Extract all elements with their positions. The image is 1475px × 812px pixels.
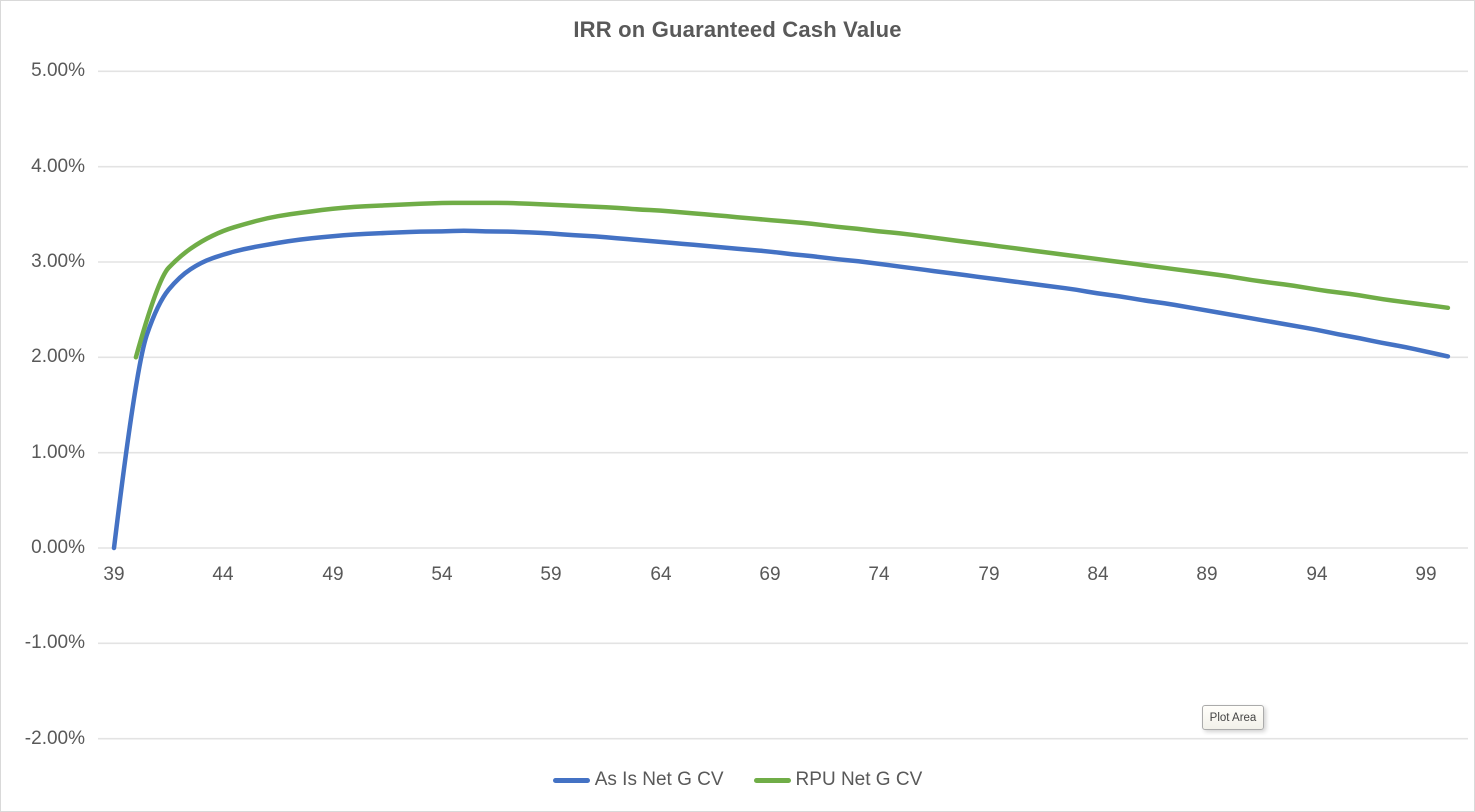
legend: As Is Net G CV RPU Net G CV [1, 769, 1474, 791]
x-tick-label: 54 [431, 564, 453, 585]
legend-label: As Is Net G CV [594, 769, 724, 790]
x-tick-label: 59 [540, 564, 562, 585]
plot-area-tooltip: Plot Area [1202, 705, 1264, 730]
legend-marker-icon [552, 777, 590, 783]
x-tick-label: 44 [212, 564, 234, 585]
x-tick-label: 89 [1196, 564, 1218, 585]
x-tick-label: 79 [978, 564, 1000, 585]
y-tick-label: 4.00% [31, 156, 85, 177]
series-line-rpu-net-g-cv[interactable] [133, 200, 1451, 360]
chart-title: IRR on Guaranteed Cash Value [573, 17, 902, 42]
legend-marker-icon [753, 777, 791, 783]
x-tick-label: 69 [759, 564, 781, 585]
y-tick-label: -1.00% [24, 632, 85, 653]
x-tick-label: 39 [103, 564, 125, 585]
x-tick-label: 64 [650, 564, 672, 585]
legend-item-as-is-net-g-cv[interactable]: As Is Net G CV [552, 769, 724, 791]
y-tick-label: 2.00% [31, 346, 85, 367]
x-tick-label: 49 [322, 564, 344, 585]
x-tick-label: 84 [1087, 564, 1109, 585]
y-tick-label: 1.00% [31, 442, 85, 463]
plot-area-tooltip-label: Plot Area [1209, 711, 1257, 724]
y-tick-label: 3.00% [31, 251, 85, 272]
legend-item-rpu-net-g-cv[interactable]: RPU Net G CV [753, 769, 923, 791]
x-tick-label: 94 [1306, 564, 1328, 585]
y-tick-label: 0.00% [31, 537, 85, 558]
legend-label: RPU Net G CV [795, 769, 923, 790]
y-tick-label: 5.00% [31, 60, 85, 81]
x-tick-label: 74 [868, 564, 890, 585]
y-tick-label: -2.00% [24, 728, 85, 749]
series-line-as-is-net-g-cv[interactable] [111, 228, 1451, 551]
x-tick-label: 99 [1415, 564, 1437, 585]
